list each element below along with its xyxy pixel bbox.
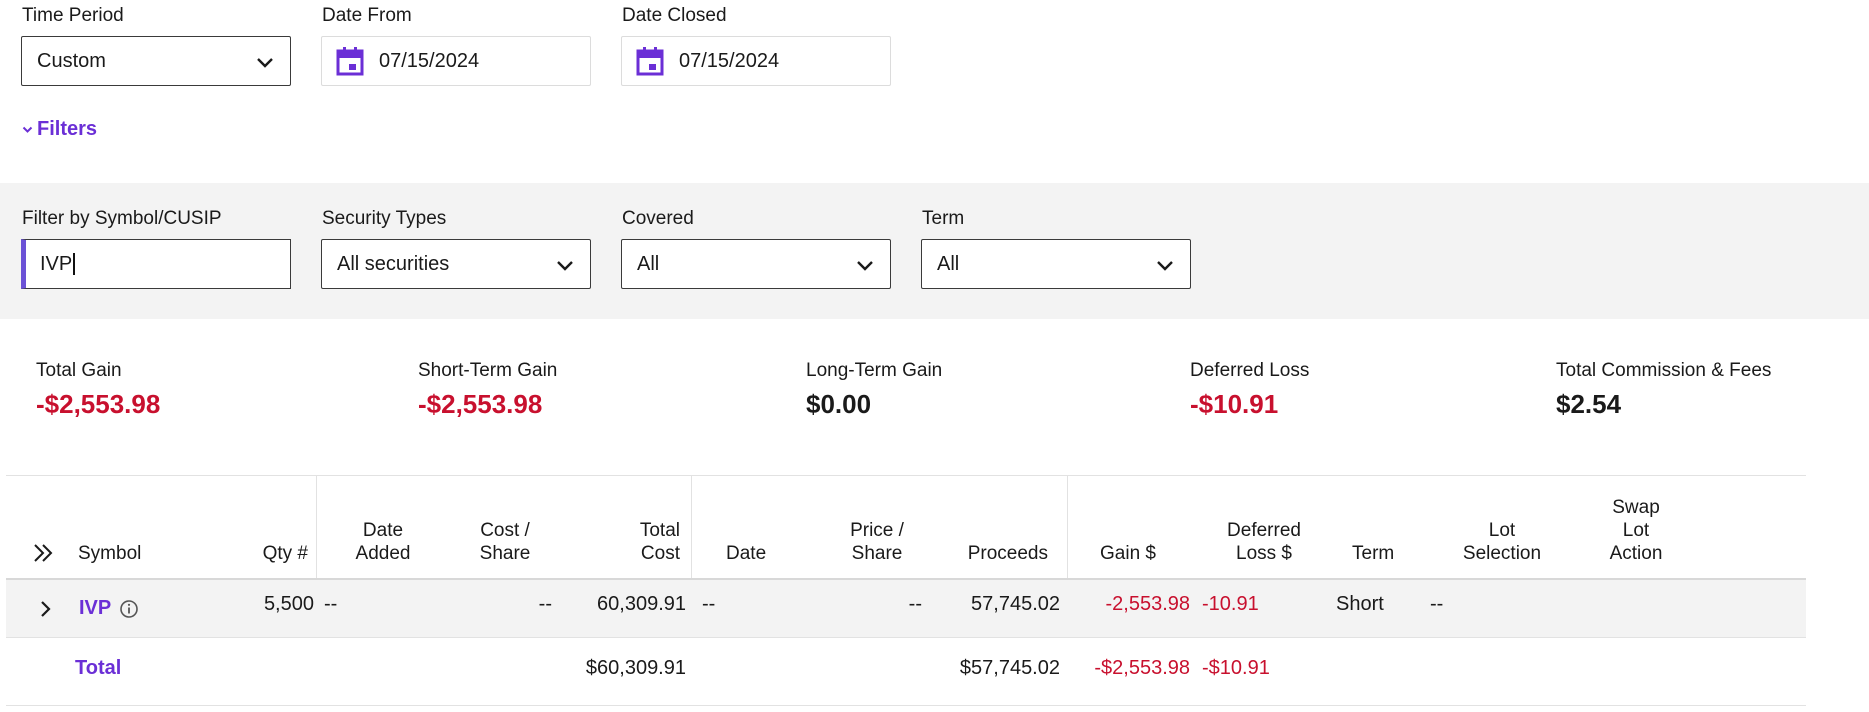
symbol-filter-input[interactable]: IVP bbox=[21, 239, 291, 289]
term-label: Term bbox=[922, 208, 965, 229]
total-row-gain: -$2,553.98 bbox=[1094, 657, 1190, 679]
total-row-proceeds: $57,745.02 bbox=[959, 657, 1060, 679]
column-divider bbox=[691, 475, 692, 578]
row-qty: 5,500 bbox=[263, 593, 314, 615]
header-date-added-line2: Added bbox=[355, 543, 411, 564]
header-price-share-line2: Share bbox=[851, 543, 903, 564]
row-proceeds: 57,745.02 bbox=[971, 593, 1060, 615]
row-gain: -2,553.98 bbox=[1105, 593, 1190, 615]
calendar-icon[interactable] bbox=[336, 46, 364, 76]
header-swap-line2: Lot bbox=[1622, 520, 1650, 541]
header-date[interactable]: Date bbox=[726, 543, 767, 564]
row-date: -- bbox=[702, 593, 716, 615]
date-from-label: Date From bbox=[322, 5, 412, 26]
info-icon[interactable] bbox=[119, 599, 139, 619]
gains-table: Symbol Qty # Date Added Cost / Share Tot… bbox=[6, 475, 1806, 707]
chevron-down-icon bbox=[1157, 261, 1173, 271]
date-closed-input[interactable]: 07/15/2024 bbox=[621, 36, 891, 86]
chevron-down-icon bbox=[257, 58, 273, 68]
time-period-select[interactable]: Custom bbox=[21, 36, 291, 86]
header-cost-share[interactable]: Cost / Share bbox=[450, 519, 560, 565]
filters-toggle[interactable]: Filters bbox=[22, 118, 97, 141]
header-swap-lot-action[interactable]: Swap Lot Action bbox=[1586, 496, 1686, 565]
time-period-label: Time Period bbox=[22, 5, 124, 26]
chevron-down-icon bbox=[557, 261, 573, 271]
security-types-label: Security Types bbox=[322, 208, 447, 229]
row-term: Short bbox=[1336, 593, 1384, 615]
long-term-gain-value: $0.00 bbox=[806, 389, 872, 419]
header-date-added-line1: Date bbox=[362, 520, 404, 541]
column-divider bbox=[1067, 475, 1068, 578]
header-cost-share-line1: Cost / bbox=[480, 520, 530, 541]
covered-select[interactable]: All bbox=[621, 239, 891, 289]
header-swap-line3: Action bbox=[1609, 543, 1663, 564]
date-from-input[interactable]: 07/15/2024 bbox=[321, 36, 591, 86]
header-deferred-loss-line2: Loss $ bbox=[1236, 543, 1292, 564]
security-types-select[interactable]: All securities bbox=[321, 239, 591, 289]
header-lot-selection-line1: Lot bbox=[1488, 520, 1516, 541]
short-term-gain-label: Short-Term Gain bbox=[418, 360, 558, 381]
total-row-cost: $60,309.91 bbox=[585, 657, 686, 679]
header-proceeds[interactable]: Proceeds bbox=[967, 543, 1048, 564]
header-lot-selection[interactable]: Lot Selection bbox=[1442, 519, 1562, 565]
deferred-loss-label: Deferred Loss bbox=[1190, 360, 1310, 381]
filters-toggle-label: Filters bbox=[37, 118, 98, 140]
header-gain[interactable]: Gain $ bbox=[1100, 543, 1156, 564]
header-qty[interactable]: Qty # bbox=[262, 543, 308, 564]
deferred-loss-value: -$10.91 bbox=[1190, 389, 1279, 419]
header-deferred-loss-line1: Deferred bbox=[1227, 520, 1301, 541]
chevron-right-icon[interactable] bbox=[40, 600, 52, 618]
header-total-cost[interactable]: Total Cost bbox=[576, 519, 680, 565]
date-closed-value: 07/15/2024 bbox=[679, 49, 780, 72]
header-price-share[interactable]: Price / Share bbox=[822, 519, 932, 565]
calendar-icon[interactable] bbox=[636, 46, 664, 76]
row-border bbox=[6, 637, 1806, 638]
row-symbol-link[interactable]: IVP bbox=[79, 597, 112, 619]
row-lot-selection: -- bbox=[1430, 593, 1444, 615]
header-cost-share-line2: Share bbox=[479, 543, 531, 564]
column-divider bbox=[316, 475, 317, 578]
covered-label: Covered bbox=[622, 208, 694, 229]
chevron-down-icon bbox=[857, 261, 873, 271]
total-row-deferred: -$10.91 bbox=[1202, 657, 1270, 679]
chevron-down-icon bbox=[22, 126, 33, 133]
term-select[interactable]: All bbox=[921, 239, 1191, 289]
date-from-value: 07/15/2024 bbox=[379, 49, 480, 72]
header-price-share-line1: Price / bbox=[850, 520, 904, 541]
row-price-share: -- bbox=[908, 593, 922, 615]
expand-all-icon[interactable] bbox=[33, 543, 55, 563]
long-term-gain-label: Long-Term Gain bbox=[806, 360, 943, 381]
header-border bbox=[6, 578, 1806, 580]
header-total-cost-line2: Cost bbox=[640, 543, 680, 564]
header-total-cost-line1: Total bbox=[639, 520, 680, 541]
total-gain-value: -$2,553.98 bbox=[36, 389, 161, 419]
symbol-filter-label: Filter by Symbol/CUSIP bbox=[22, 208, 222, 229]
symbol-filter-value: IVP bbox=[40, 252, 73, 275]
text-caret bbox=[73, 253, 75, 275]
row-total-cost: 60,309.91 bbox=[597, 593, 686, 615]
header-lot-selection-line2: Selection bbox=[1462, 543, 1542, 564]
row-date-added: -- bbox=[324, 593, 338, 615]
total-gain-label: Total Gain bbox=[36, 360, 122, 381]
header-term[interactable]: Term bbox=[1352, 543, 1395, 564]
date-closed-label: Date Closed bbox=[622, 5, 727, 26]
covered-value: All bbox=[637, 252, 660, 275]
row-deferred-loss: -10.91 bbox=[1202, 593, 1259, 615]
header-swap-line1: Swap bbox=[1612, 497, 1660, 518]
short-term-gain-value: -$2,553.98 bbox=[418, 389, 543, 419]
total-commission-label: Total Commission & Fees bbox=[1556, 360, 1772, 381]
table-bottom-border bbox=[6, 705, 1806, 706]
row-cost-share: -- bbox=[538, 593, 552, 615]
time-period-value: Custom bbox=[37, 49, 106, 72]
total-row-label: Total bbox=[75, 657, 122, 679]
table-top-border bbox=[6, 475, 1806, 476]
header-symbol[interactable]: Symbol bbox=[78, 543, 142, 564]
table-row[interactable] bbox=[6, 580, 1806, 637]
header-deferred-loss[interactable]: Deferred Loss $ bbox=[1206, 519, 1322, 565]
term-value: All bbox=[937, 252, 960, 275]
header-date-added[interactable]: Date Added bbox=[328, 519, 438, 565]
total-commission-value: $2.54 bbox=[1556, 389, 1622, 419]
security-types-value: All securities bbox=[337, 252, 450, 275]
